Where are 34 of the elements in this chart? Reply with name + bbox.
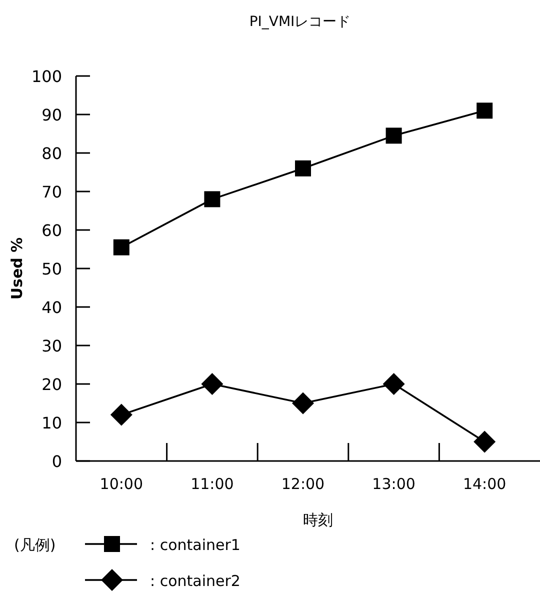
y-tick-label: 50	[42, 260, 62, 278]
y-tick-label: 40	[42, 298, 62, 317]
x-tick-label: 13:00	[372, 475, 416, 493]
legend-title: (凡例)	[14, 536, 56, 554]
x-axis-title: 時刻	[303, 511, 333, 529]
x-tick-label: 14:00	[462, 475, 506, 493]
legend-label: : container2	[150, 572, 240, 590]
point	[204, 191, 220, 208]
y-tick-label: 60	[42, 221, 62, 240]
x-tick-label: 11:00	[190, 475, 234, 493]
y-tick-label: 20	[42, 375, 62, 394]
y-axis-title: Used %	[8, 237, 26, 300]
y-tick-label: 100	[31, 67, 62, 86]
y-tick-label: 90	[42, 106, 62, 124]
y-tick-label: 70	[42, 182, 62, 202]
point	[292, 392, 314, 414]
legend-label: : container1	[150, 536, 240, 554]
y-tick-label: 80	[42, 144, 62, 163]
point	[113, 239, 130, 256]
point	[201, 373, 224, 395]
point	[476, 102, 493, 119]
legend-item: : container2	[85, 569, 240, 591]
point	[474, 430, 496, 453]
chart-title: PI_VMIレコード	[249, 14, 351, 30]
point	[295, 160, 311, 176]
x-tick-label: 12:00	[281, 475, 325, 493]
point	[110, 404, 132, 426]
legend-item: : container1	[85, 536, 240, 554]
y-tick-label: 30	[42, 336, 62, 356]
x-tick-label: 10:00	[100, 475, 144, 493]
y-tick-label: 0	[52, 452, 62, 471]
y-tick-label: 10	[42, 414, 62, 432]
point	[382, 373, 405, 395]
point	[386, 128, 402, 144]
